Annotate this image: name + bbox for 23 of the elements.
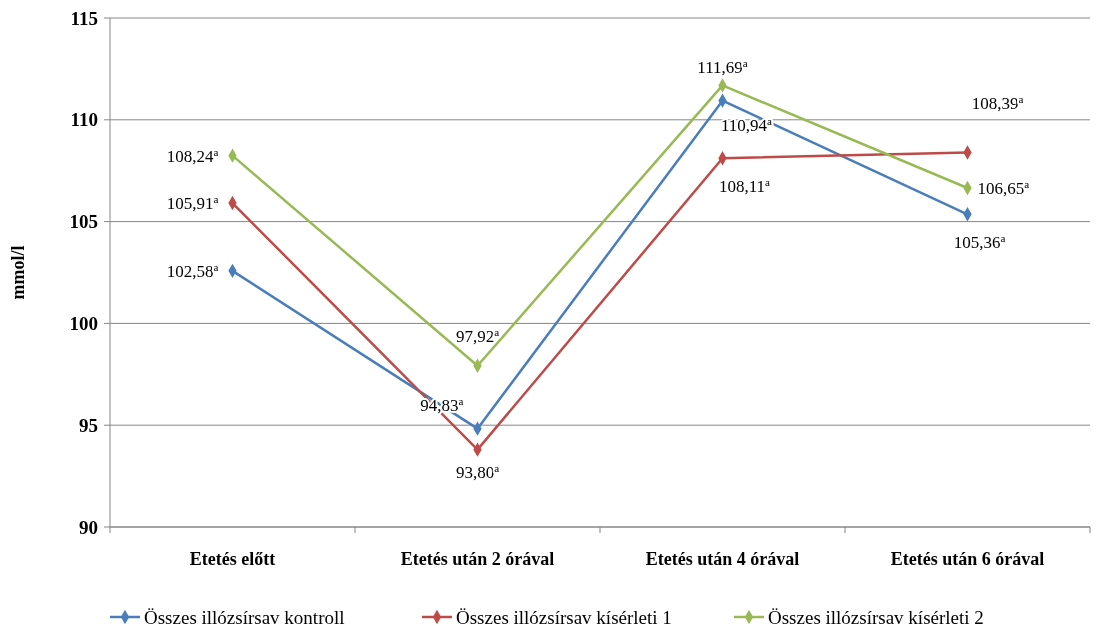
data-label: 97,92$^{a}$ <box>455 325 500 346</box>
y-tick-label: 115 <box>70 7 98 29</box>
data-label: 108,11$^{a}$ <box>718 176 771 197</box>
y-axis-title: mmol/l <box>8 245 28 300</box>
data-label: 111,69$^{a}$ <box>697 57 748 78</box>
x-tick-label: Etetés után 6 órával <box>890 549 1045 569</box>
legend-label: Összes illózsírsav kísérleti 1 <box>456 606 672 628</box>
data-label: 102,58$^{a}$ <box>166 260 219 281</box>
y-tick-label: 95 <box>79 414 98 436</box>
x-tick-label: Etetés után 2 órával <box>400 549 555 569</box>
x-tick-label: Etetés előtt <box>189 549 276 569</box>
legend-label: Összes illózsírsav kísérleti 2 <box>768 606 984 628</box>
y-tick-label: 90 <box>79 516 98 538</box>
y-tick-label: 105 <box>69 211 98 233</box>
y-tick-label: 100 <box>69 313 98 335</box>
legend-label: Összes illózsírsav kontroll <box>144 606 345 628</box>
y-tick-label: 110 <box>70 109 98 131</box>
data-label: 106,65$^{a}$ <box>977 178 1030 199</box>
data-label: 110,94$^{a}$ <box>720 114 773 135</box>
data-label: 105,91$^{a}$ <box>166 193 219 214</box>
x-tick-label: Etetés után 4 órával <box>645 549 800 569</box>
data-label: 105,36$^{a}$ <box>953 232 1006 253</box>
data-label: 108,24$^{a}$ <box>166 145 219 166</box>
